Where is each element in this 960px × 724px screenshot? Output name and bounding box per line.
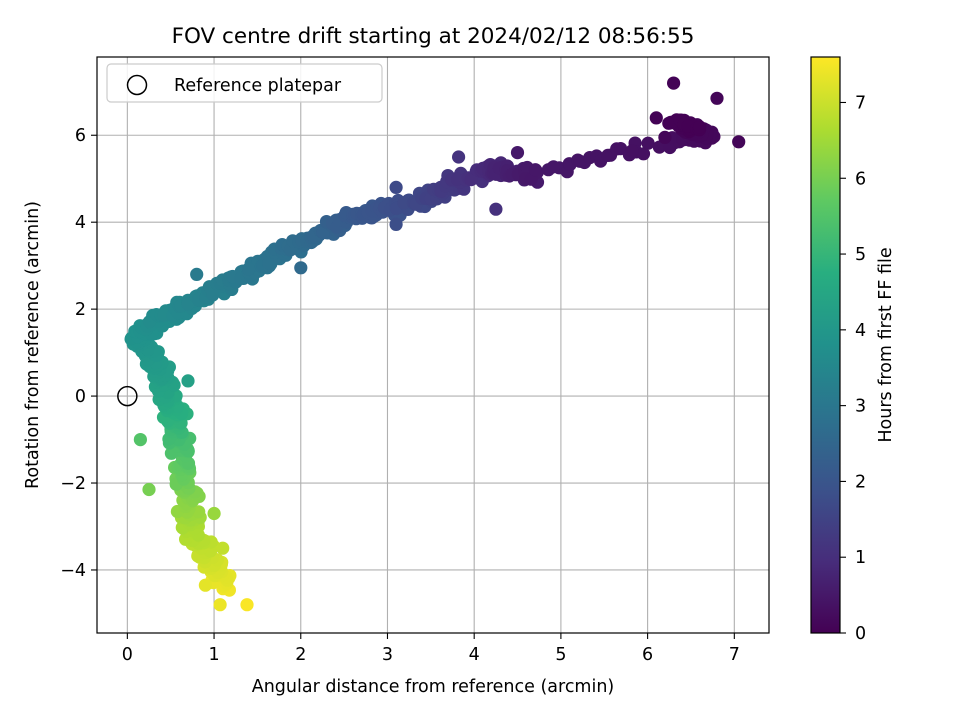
data-point — [693, 120, 707, 134]
x-axis-label: Angular distance from reference (arcmin) — [252, 677, 615, 697]
data-point — [216, 541, 230, 555]
colorbar-frame — [810, 56, 841, 634]
data-point — [528, 163, 543, 177]
data-point — [206, 288, 220, 302]
x-tick-label: 0 — [122, 645, 133, 665]
data-point — [213, 598, 227, 612]
reference-platepar-marker — [117, 385, 138, 407]
grid-lines-y — [97, 134, 769, 571]
colorbar-tick-label: 1 — [855, 548, 866, 568]
data-point — [489, 202, 503, 216]
y-tick-label: −2 — [60, 474, 86, 494]
colorbar-tick-label: 6 — [855, 169, 866, 189]
x-tick-label: 7 — [729, 645, 740, 665]
colorbar-ticks: 0 1 2 3 4 5 6 7 — [840, 93, 866, 644]
plot-frame — [96, 56, 770, 634]
y-tick-label: 0 — [75, 387, 86, 407]
x-tick-label: 5 — [555, 645, 566, 665]
legend: Reference platepar — [106, 63, 383, 103]
data-point — [546, 160, 561, 174]
data-point — [294, 261, 308, 275]
y-tick-label: 2 — [75, 300, 86, 320]
data-point — [389, 217, 403, 231]
data-point — [397, 196, 411, 210]
data-point — [207, 506, 221, 521]
grid-lines-x — [126, 57, 735, 633]
data-point — [464, 173, 478, 187]
colorbar-tick-label: 7 — [855, 93, 866, 113]
x-axis-ticks: 0 1 2 3 4 5 6 7 — [122, 633, 740, 665]
data-point — [190, 267, 204, 281]
colorbar-tick-label: 2 — [855, 472, 866, 492]
data-point — [658, 130, 672, 144]
colorbar-label: Hours from first FF file — [876, 247, 896, 442]
legend-entry-reference-platepar: Reference platepar — [174, 76, 342, 96]
data-point — [667, 76, 681, 90]
data-point — [732, 135, 746, 149]
legend-marker — [126, 74, 148, 96]
colorbar-tick-label: 4 — [855, 321, 866, 341]
data-point — [240, 598, 254, 612]
data-point — [133, 433, 147, 447]
data-points — [124, 76, 746, 612]
data-point — [452, 150, 466, 164]
y-axis-label: Rotation from reference (arcmin) — [23, 201, 43, 489]
x-tick-label: 1 — [208, 645, 219, 665]
colorbar-tick-label: 5 — [855, 245, 866, 265]
data-point — [649, 111, 663, 125]
data-point — [641, 136, 655, 150]
y-axis-ticks: −4 −2 0 2 4 6 — [60, 126, 97, 581]
x-tick-label: 4 — [469, 645, 480, 665]
y-tick-label: −4 — [60, 561, 86, 581]
data-point — [510, 146, 525, 160]
chart-title: FOV centre drift starting at 2024/02/12 … — [172, 24, 695, 49]
colorbar-gradient — [811, 57, 840, 633]
y-tick-label: 6 — [75, 126, 86, 146]
data-point — [198, 578, 212, 592]
colorbar: 0 1 2 3 4 5 6 7 Hours from first FF file — [810, 56, 896, 644]
colorbar-tick-label: 3 — [855, 397, 866, 417]
x-tick-label: 2 — [295, 645, 306, 665]
data-point — [710, 91, 724, 105]
data-point — [636, 147, 651, 161]
colorbar-tick-label: 0 — [855, 624, 866, 644]
x-tick-label: 3 — [382, 645, 393, 665]
x-tick-label: 6 — [642, 645, 653, 665]
y-tick-label: 4 — [75, 213, 86, 233]
data-point — [389, 180, 403, 194]
data-point — [241, 262, 256, 276]
data-point — [181, 374, 195, 388]
data-point — [625, 144, 639, 158]
legend-box — [106, 63, 383, 103]
data-point — [142, 482, 156, 497]
